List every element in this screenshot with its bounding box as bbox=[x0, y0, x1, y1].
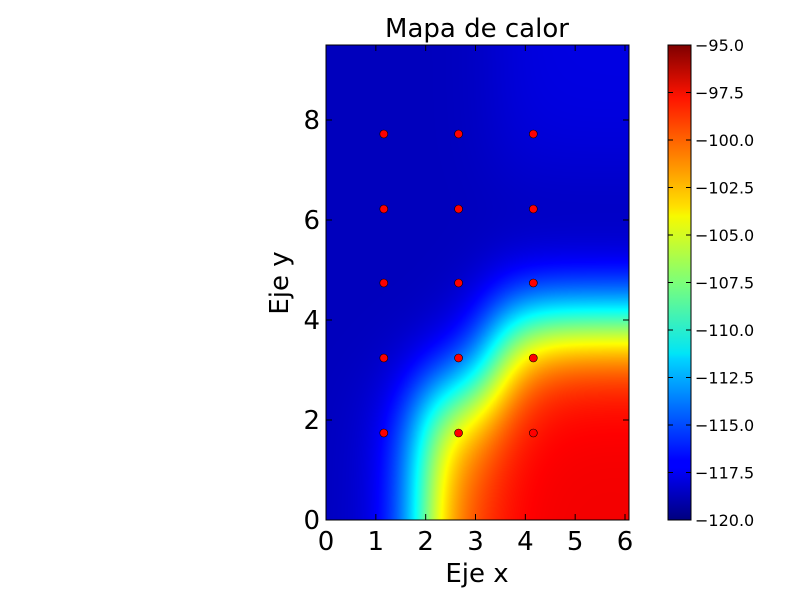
colorbar-tick-label: −107.5 bbox=[695, 274, 754, 293]
colorbar-tick-label: −120.0 bbox=[695, 511, 754, 530]
measurement-point bbox=[454, 428, 463, 438]
measurement-point bbox=[454, 353, 463, 363]
y-tick-label: 2 bbox=[303, 406, 320, 436]
x-tick-label: 4 bbox=[517, 527, 534, 557]
colorbar-tick-label: −100.0 bbox=[695, 131, 754, 150]
measurement-point bbox=[379, 428, 389, 438]
y-axis-title: Eje y bbox=[265, 251, 295, 314]
colorbar-tick-label: −105.0 bbox=[695, 226, 754, 245]
measurement-point bbox=[529, 353, 538, 363]
measurement-point bbox=[529, 204, 538, 214]
measurement-point bbox=[529, 129, 538, 139]
measurement-point bbox=[379, 129, 389, 139]
y-tick-label: 4 bbox=[303, 306, 320, 336]
x-tick-label: 2 bbox=[417, 527, 434, 557]
colorbar-tick-label: −95.0 bbox=[695, 36, 744, 55]
measurement-point bbox=[379, 204, 389, 214]
measurement-point bbox=[379, 278, 389, 288]
measurement-point bbox=[529, 428, 538, 438]
colorbar-tick-label: −112.5 bbox=[695, 369, 754, 388]
plot-frame bbox=[325, 44, 630, 521]
measurement-points bbox=[379, 129, 538, 438]
chart-title: Mapa de calor bbox=[385, 14, 569, 44]
colorbar-ticks: −95.0 −97.5 −100.0 −102.5 −105.0 −107.5 −110.0… bbox=[668, 36, 754, 530]
x-tick-label: 5 bbox=[567, 527, 584, 557]
x-tick-label: 0 bbox=[318, 527, 335, 557]
colorbar-tick-label: −102.5 bbox=[695, 179, 754, 198]
colorbar-tick-label: −97.5 bbox=[695, 84, 744, 103]
x-axis: 0 1 2 3 4 5 6 bbox=[318, 45, 634, 557]
y-axis: 0 2 4 6 8 bbox=[303, 106, 629, 536]
colorbar bbox=[668, 45, 691, 520]
x-tick-label: 1 bbox=[368, 527, 385, 557]
colorbar-tick-label: −117.5 bbox=[695, 464, 754, 483]
measurement-point bbox=[379, 353, 389, 363]
y-tick-label: 8 bbox=[303, 106, 320, 136]
measurement-point bbox=[454, 278, 463, 288]
measurement-point bbox=[454, 204, 463, 214]
x-axis-title: Eje x bbox=[445, 559, 508, 589]
measurement-point bbox=[454, 129, 463, 139]
colorbar-tick-label: −115.0 bbox=[695, 416, 754, 435]
y-tick-label: 6 bbox=[303, 206, 320, 236]
y-tick-label: 0 bbox=[303, 506, 320, 536]
heatmap-image bbox=[326, 45, 629, 520]
measurement-point bbox=[529, 278, 538, 288]
x-tick-label: 3 bbox=[467, 527, 484, 557]
colorbar-tick-label: −110.0 bbox=[695, 321, 754, 340]
x-tick-label: 6 bbox=[617, 527, 634, 557]
